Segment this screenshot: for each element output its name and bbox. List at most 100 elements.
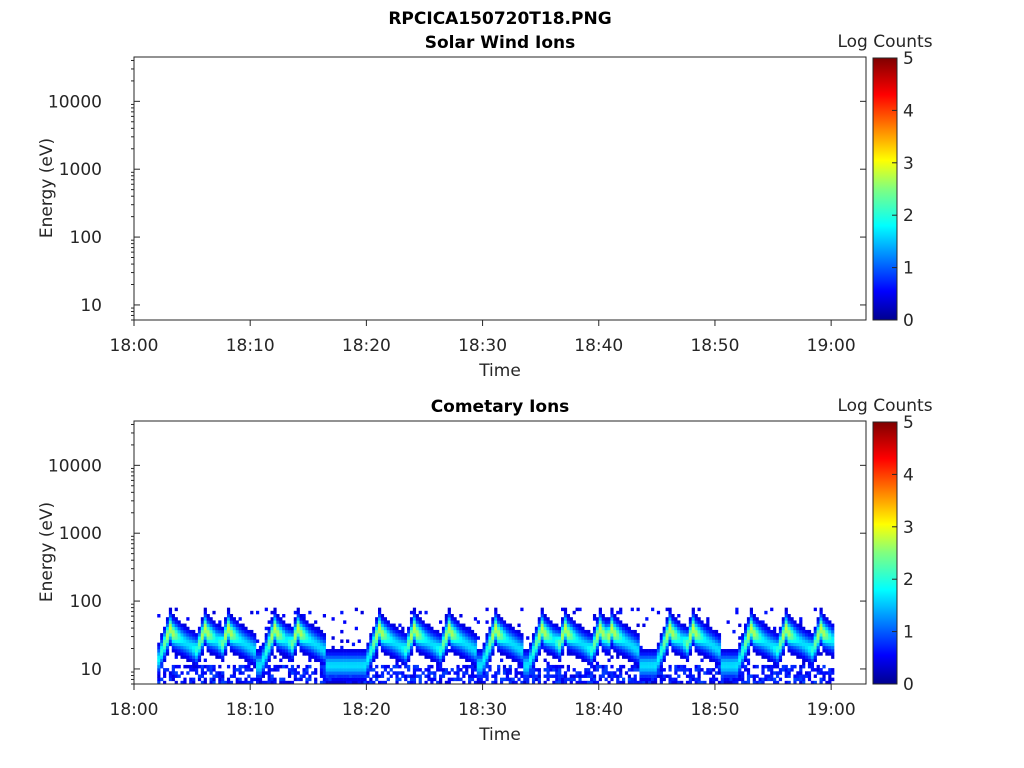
spectrogram-cell <box>462 674 466 678</box>
spectrogram-cell <box>206 636 210 640</box>
spectrogram-cell <box>224 620 228 624</box>
spectrogram-cell <box>212 677 216 682</box>
spectrogram-cell <box>659 652 663 656</box>
spectrogram-cell <box>543 633 547 637</box>
spectrogram-cell <box>627 652 632 656</box>
spectrogram-cell <box>563 639 568 643</box>
spectrogram-cell <box>354 607 358 612</box>
spectrogram-cell <box>688 620 693 624</box>
spectrogram-cell <box>261 674 266 678</box>
spectrogram-cell <box>741 655 745 659</box>
spectrogram-cell <box>244 649 248 653</box>
spectrogram-cell <box>773 664 777 669</box>
spectrogram-cell <box>171 639 175 643</box>
spectrogram-cell <box>508 668 512 672</box>
spectrogram-cell <box>494 626 498 631</box>
spectrogram-cell <box>799 645 803 650</box>
spectrogram-cell <box>537 680 541 684</box>
spectrogram-cell <box>552 674 556 678</box>
spectrogram-cell <box>659 668 663 672</box>
spectrogram-cell <box>168 636 173 640</box>
spectrogram-cell <box>671 677 675 682</box>
spectrogram-cell <box>369 655 373 659</box>
spectrogram-cell <box>444 652 449 656</box>
spectrogram-cell <box>799 671 803 675</box>
spectrogram-cell <box>378 626 382 631</box>
spectrogram-cell <box>157 668 161 672</box>
spectrogram-cell <box>653 655 658 659</box>
spectrogram-cell <box>622 639 626 643</box>
spectrogram-cell <box>825 639 829 643</box>
spectrogram-cell <box>293 623 297 628</box>
spectrogram-cell <box>247 674 251 678</box>
spectrogram-cell <box>183 639 187 643</box>
spectrogram-cell <box>244 636 248 640</box>
spectrogram-cell <box>561 617 565 621</box>
spectrogram-cell <box>575 607 579 612</box>
spectrogram-cell <box>674 671 678 675</box>
spectrogram-cell <box>775 636 780 640</box>
spectrogram-cell <box>831 636 835 640</box>
spectrogram-cell <box>720 671 724 675</box>
spectrogram-cell <box>322 649 327 653</box>
spectrogram-cell <box>441 655 446 659</box>
spectrogram-cell <box>758 620 762 624</box>
spectrogram-cell <box>816 623 820 628</box>
spectrogram-cell <box>558 645 562 650</box>
spectrogram-cell <box>264 652 268 656</box>
spectrogram-cell <box>773 655 777 659</box>
spectrogram-cell <box>784 620 788 624</box>
spectrogram-cell <box>357 671 361 675</box>
spectrogram-cell <box>497 623 501 628</box>
spectrogram-cell <box>244 639 248 643</box>
spectrogram-cell <box>520 658 524 663</box>
spectrogram-cell <box>531 642 536 647</box>
spectrogram-cell <box>232 636 236 640</box>
spectrogram-cell <box>810 652 815 656</box>
spectrogram-cell <box>360 668 364 672</box>
spectrogram-cell <box>276 633 280 637</box>
spectrogram-cell <box>256 661 260 666</box>
spectrogram-cell <box>732 664 736 669</box>
spectrogram-cell <box>816 671 820 675</box>
spectrogram-cell <box>790 617 794 621</box>
spectrogram-cell <box>174 655 178 659</box>
spectrogram-cell <box>404 652 408 656</box>
spectrogram-cell <box>744 626 748 631</box>
spectrogram-cell <box>537 668 541 672</box>
spectrogram-cell <box>752 677 756 682</box>
spectrogram-cell <box>552 680 556 684</box>
spectrogram-cell <box>258 671 263 675</box>
spectrogram-cell <box>282 639 286 643</box>
spectrogram-cell <box>709 649 713 653</box>
spectrogram-cell <box>212 623 216 628</box>
spectrogram-cell <box>662 655 666 659</box>
spectrogram-cell <box>412 620 417 624</box>
spectrogram-cell <box>436 633 440 637</box>
spectrogram-cell <box>441 671 446 675</box>
spectrogram-cell <box>700 658 704 663</box>
spectrogram-cell <box>485 649 489 653</box>
spectrogram-cell <box>581 652 585 656</box>
spectrogram-cell <box>485 652 489 656</box>
spectrogram-cell <box>427 677 431 682</box>
spectrogram-cell <box>418 645 422 650</box>
spectrogram-cell <box>209 633 213 637</box>
spectrogram-cell <box>555 645 559 650</box>
spectrogram-cell <box>209 639 213 643</box>
spectrogram-cell <box>453 633 457 637</box>
spectrogram-cell <box>662 658 666 663</box>
spectrogram-cell <box>732 629 736 634</box>
spectrogram-cell <box>180 629 184 634</box>
spectrogram-cell <box>642 655 646 659</box>
spectrogram-cell <box>552 633 556 637</box>
spectrogram-cell <box>616 649 620 653</box>
spectrogram-cell <box>671 636 675 640</box>
spectrogram-cell <box>218 620 222 624</box>
spectrogram-cell <box>264 661 268 666</box>
spectrogram-cell <box>311 649 315 653</box>
spectrogram-cell <box>526 658 530 663</box>
spectrogram-cell <box>476 661 480 666</box>
spectrogram-cell <box>165 617 170 621</box>
spectrogram-cell <box>386 626 390 631</box>
